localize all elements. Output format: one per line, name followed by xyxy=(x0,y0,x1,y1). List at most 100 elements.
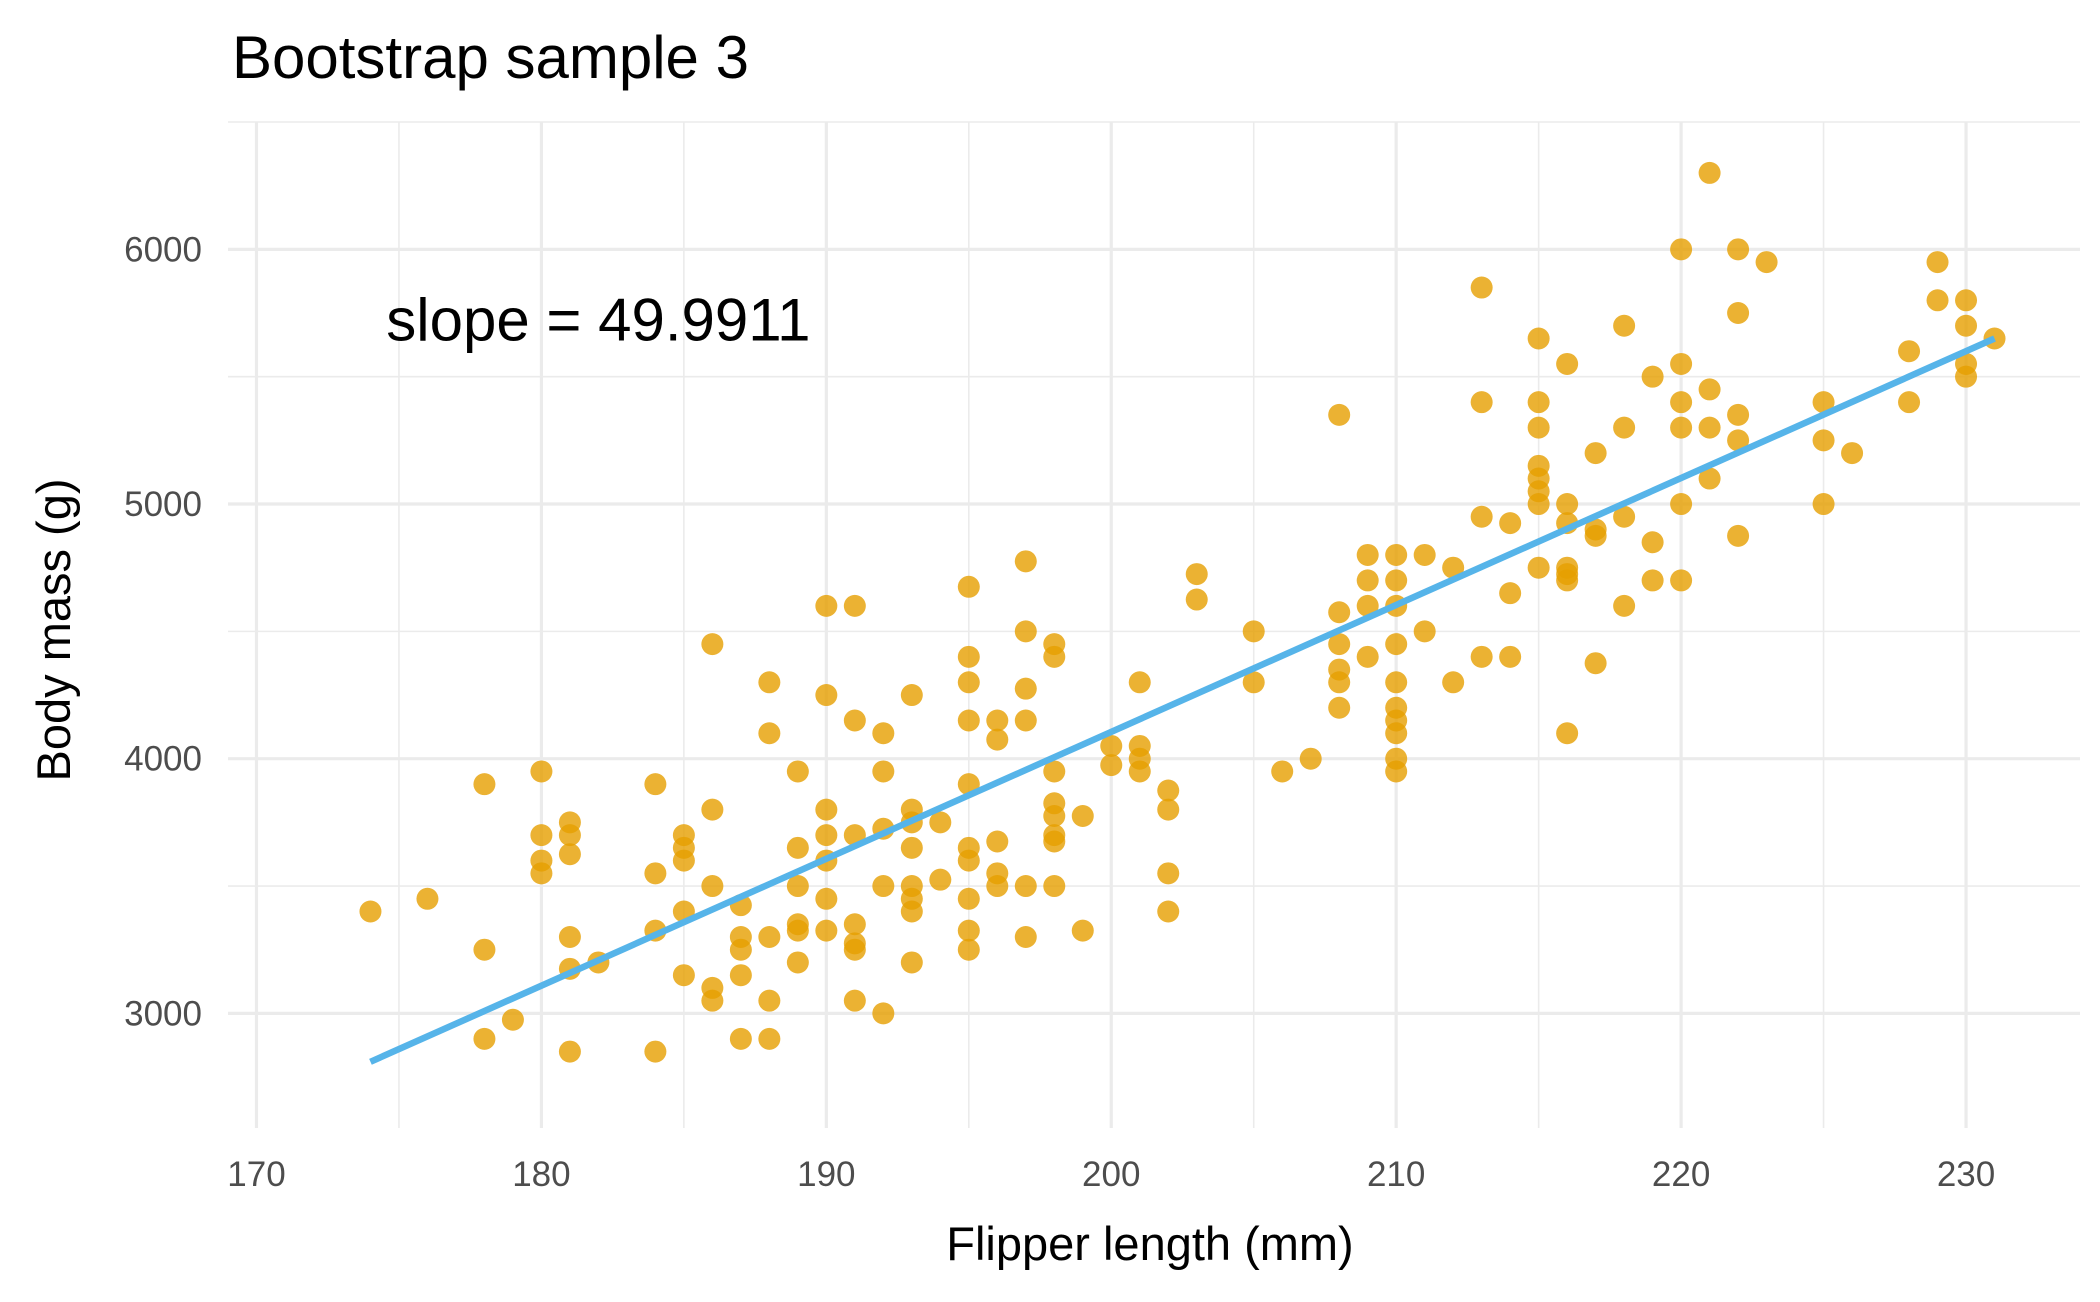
data-point xyxy=(1926,289,1949,312)
data-point xyxy=(758,671,781,694)
data-point xyxy=(1014,620,1037,643)
data-point xyxy=(1499,645,1522,668)
data-point xyxy=(1385,760,1408,783)
data-point xyxy=(1670,416,1693,439)
regression-line xyxy=(369,335,1996,1065)
data-point xyxy=(1385,543,1408,566)
data-point xyxy=(872,875,895,898)
data-point xyxy=(758,925,781,948)
x-tick-label: 210 xyxy=(1367,1155,1425,1194)
x-axis-tick-labels: 170 180 190 200 210 220 230 xyxy=(227,1155,1995,1194)
data-point xyxy=(1071,919,1094,942)
data-point xyxy=(815,798,838,821)
data-point xyxy=(843,709,866,732)
y-axis-title: Body mass (g) xyxy=(27,479,80,782)
data-point xyxy=(1727,302,1750,325)
data-point xyxy=(1470,391,1493,414)
data-point xyxy=(758,989,781,1012)
x-tick-label: 180 xyxy=(512,1155,570,1194)
regression-line-layer xyxy=(369,335,1996,1065)
data-point xyxy=(957,849,980,872)
data-point xyxy=(1014,550,1037,573)
data-point xyxy=(1242,671,1265,694)
data-point xyxy=(1043,760,1066,783)
data-point xyxy=(1328,696,1351,719)
data-point xyxy=(957,575,980,598)
data-point xyxy=(1898,340,1921,363)
data-point xyxy=(1812,391,1835,414)
data-point xyxy=(1385,633,1408,656)
data-point xyxy=(1955,289,1978,312)
data-point xyxy=(758,722,781,745)
data-point xyxy=(1043,830,1066,853)
data-point xyxy=(1584,442,1607,465)
data-point xyxy=(701,989,724,1012)
data-point xyxy=(1413,620,1436,643)
data-point xyxy=(1413,543,1436,566)
data-point xyxy=(1071,805,1094,828)
data-point xyxy=(672,849,695,872)
data-point xyxy=(530,760,553,783)
data-point xyxy=(1157,779,1180,802)
data-point xyxy=(1043,645,1066,668)
data-point xyxy=(957,709,980,732)
data-point xyxy=(644,773,667,796)
data-point xyxy=(1499,512,1522,535)
data-point xyxy=(1328,633,1351,656)
data-point xyxy=(1727,238,1750,261)
data-point xyxy=(1812,429,1835,452)
data-point xyxy=(1157,798,1180,821)
x-tick-label: 200 xyxy=(1082,1155,1140,1194)
data-point xyxy=(558,1040,581,1063)
data-point xyxy=(1698,378,1721,401)
data-point xyxy=(1043,875,1066,898)
data-point xyxy=(843,989,866,1012)
data-point xyxy=(1556,493,1579,516)
data-point xyxy=(1641,569,1664,592)
data-point xyxy=(530,824,553,847)
data-point xyxy=(786,760,809,783)
data-point xyxy=(1955,314,1978,337)
data-point xyxy=(815,594,838,617)
data-point xyxy=(1385,671,1408,694)
data-point xyxy=(900,684,923,707)
data-point xyxy=(957,919,980,942)
data-point xyxy=(1328,671,1351,694)
data-point xyxy=(986,728,1009,751)
data-point xyxy=(1613,594,1636,617)
data-point xyxy=(1328,601,1351,624)
data-point xyxy=(1014,677,1037,700)
data-point xyxy=(729,964,752,987)
data-point xyxy=(1755,251,1778,274)
data-point xyxy=(1556,352,1579,375)
data-point xyxy=(701,875,724,898)
data-point xyxy=(1043,805,1066,828)
x-tick-label: 190 xyxy=(797,1155,855,1194)
data-point xyxy=(1898,391,1921,414)
data-point xyxy=(644,862,667,885)
data-point xyxy=(1584,652,1607,675)
data-point xyxy=(1926,251,1949,274)
data-point xyxy=(1470,505,1493,528)
data-point xyxy=(1100,754,1123,777)
data-point xyxy=(1014,709,1037,732)
y-axis-tick-labels: 3000 4000 5000 6000 xyxy=(124,230,202,1033)
data-point xyxy=(1841,442,1864,465)
data-point xyxy=(900,951,923,974)
data-point xyxy=(843,594,866,617)
data-point xyxy=(1185,588,1208,611)
data-point xyxy=(758,1027,781,1050)
data-point xyxy=(843,913,866,936)
data-point xyxy=(1955,365,1978,388)
data-point xyxy=(1356,543,1379,566)
data-point xyxy=(957,887,980,910)
data-point xyxy=(701,633,724,656)
data-point xyxy=(1499,582,1522,605)
y-tick-label: 3000 xyxy=(124,994,202,1033)
data-point xyxy=(1128,760,1151,783)
data-point xyxy=(1385,569,1408,592)
data-point xyxy=(1128,671,1151,694)
y-tick-label: 4000 xyxy=(124,740,202,779)
data-point xyxy=(558,824,581,847)
